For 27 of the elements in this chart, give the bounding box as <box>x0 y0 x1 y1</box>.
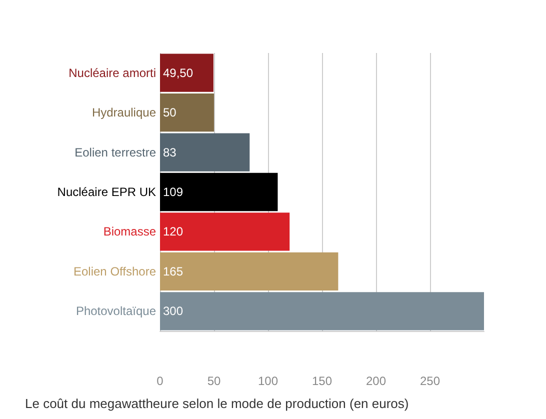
data-label: 109 <box>163 185 184 199</box>
data-label: 300 <box>163 304 184 318</box>
y-tick-label: Photovoltaïque <box>76 304 156 318</box>
x-tick-label: 150 <box>312 374 332 388</box>
x-tick-label: 250 <box>420 374 440 388</box>
x-tick-label: 0 <box>156 374 164 388</box>
text: Le coût du megawattheure selon le mode de production (en euros) <box>25 396 409 411</box>
bar <box>160 172 278 212</box>
y-tick-label: Eolien Offshore <box>74 264 156 278</box>
data-label: 83 <box>163 145 177 160</box>
bar <box>160 252 338 290</box>
y-tick-label: Nucléaire amorti <box>68 66 156 80</box>
bar <box>160 212 290 251</box>
data-label: 49,50 <box>163 66 194 80</box>
y-tick-label: Eolien terrestre <box>74 145 156 160</box>
x-tick-label: 100 <box>258 374 278 388</box>
x-tick-label: 200 <box>366 374 386 388</box>
y-tick-label: Biomasse <box>103 224 156 239</box>
bar <box>160 94 214 132</box>
data-label: 50 <box>163 106 177 120</box>
bar <box>160 133 250 172</box>
y-tick-label: Nucléaire EPR UK <box>57 185 156 199</box>
x-tick-label: 50 <box>207 374 221 388</box>
y-tick-label: Hydraulique <box>92 106 156 120</box>
bar <box>160 54 214 92</box>
data-label: 120 <box>163 224 184 239</box>
data-label: 165 <box>163 264 184 278</box>
